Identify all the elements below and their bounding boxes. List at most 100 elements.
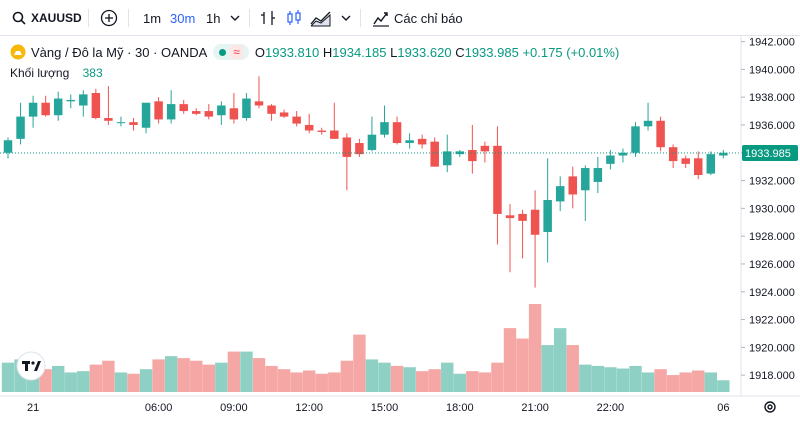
time-tick-label: 15:00 xyxy=(371,402,399,414)
volume-bar xyxy=(679,372,692,392)
last-price-badge xyxy=(742,144,798,161)
volume-bar xyxy=(403,367,416,392)
price-tick-label: 1932.000 xyxy=(749,176,795,188)
symbol-search[interactable]: XAUUSD xyxy=(12,0,82,36)
top-toolbar: XAUUSD 1m 30m 1h xyxy=(0,0,800,36)
time-axis[interactable]: 21 06:00 09:00 12:00 15:00 18:00 21:00 22:00 06 xyxy=(27,402,730,414)
volume-bar xyxy=(692,370,705,392)
market-status-pill[interactable]: ≈ xyxy=(213,44,249,60)
bar-style-button[interactable] xyxy=(260,0,276,36)
time-tick-label: 06:00 xyxy=(145,402,173,414)
volume-label[interactable]: Khối lượng xyxy=(10,66,70,80)
time-tick-label: 06 xyxy=(717,402,729,414)
candle-body xyxy=(493,145,502,214)
candle-body xyxy=(304,124,314,131)
volume-bar xyxy=(629,365,642,392)
candle-body xyxy=(116,122,126,124)
volume-bar xyxy=(139,369,153,392)
candle-body xyxy=(392,122,402,144)
candle-body xyxy=(66,99,75,102)
candle-body xyxy=(330,130,339,139)
volume-bars xyxy=(1,304,730,392)
volume-bar xyxy=(516,338,529,392)
volume-bar xyxy=(277,369,291,392)
candle-body xyxy=(606,155,615,164)
close-label: C xyxy=(455,44,465,60)
volume-bar xyxy=(616,368,630,392)
area-style-button[interactable] xyxy=(310,0,332,36)
market-open-dot xyxy=(219,48,227,56)
candle-body xyxy=(380,122,389,135)
chart-type-dropdown[interactable] xyxy=(341,0,351,36)
volume-bar xyxy=(152,359,165,392)
price-tick-label: 1924.000 xyxy=(749,287,795,299)
interval-dropdown[interactable] xyxy=(230,0,240,36)
low-value: 1933.620 xyxy=(397,44,452,60)
candle-body xyxy=(593,168,603,182)
volume-bar xyxy=(453,373,466,392)
candle-body xyxy=(355,143,364,155)
indicators-icon xyxy=(373,12,389,27)
interval-1m-label: 1m xyxy=(143,10,162,26)
last-price-text: 1933.985 xyxy=(745,148,791,160)
compare-add-button[interactable] xyxy=(100,0,118,36)
gold-symbol-icon[interactable] xyxy=(10,44,26,60)
volume-bar xyxy=(390,365,404,392)
chevron-down-icon xyxy=(230,15,240,21)
candle-body xyxy=(643,120,653,127)
volume-bar xyxy=(328,372,341,392)
candle-body xyxy=(668,147,678,162)
volume-bar xyxy=(503,328,517,392)
time-tick-label: 09:00 xyxy=(220,402,248,414)
price-tick-label: 1928.000 xyxy=(749,231,795,243)
interval-30m-label: 30m xyxy=(170,10,196,26)
volume-bar xyxy=(340,360,354,392)
interval-30m[interactable]: 30m xyxy=(170,0,195,36)
volume-bar xyxy=(378,362,391,392)
price-tick-label: 1936.000 xyxy=(749,120,795,132)
candle-body xyxy=(367,134,377,150)
candle-body xyxy=(16,116,25,139)
settings-gear-icon[interactable] xyxy=(764,401,776,413)
close-value: 1933.985 xyxy=(464,44,519,60)
candle-body xyxy=(79,94,88,106)
candle-body xyxy=(530,209,540,235)
volume-bar xyxy=(365,359,379,392)
volume-bar xyxy=(215,362,228,392)
candle-body xyxy=(204,111,214,117)
candle-body xyxy=(417,138,427,145)
time-tick-label: 21 xyxy=(27,402,39,414)
candle-body xyxy=(141,102,151,128)
candle-body xyxy=(104,118,113,121)
price-axis[interactable]: 1942.0001940.0001938.0001936.0001934.000… xyxy=(741,37,795,383)
indicators-button[interactable]: Các chỉ báo xyxy=(372,0,463,36)
candle-body xyxy=(342,137,352,157)
volume-value: 383 xyxy=(82,66,103,80)
volume-bar xyxy=(127,373,140,392)
candle-body xyxy=(543,200,552,232)
candle-body xyxy=(505,215,515,219)
volume-bar xyxy=(190,360,203,392)
interval-1h[interactable]: 1h xyxy=(206,0,220,36)
candle-style-button[interactable] xyxy=(286,0,302,36)
price-tick-label: 1938.000 xyxy=(749,92,795,104)
volume-bar xyxy=(227,351,241,392)
price-tick-label: 1926.000 xyxy=(749,259,795,271)
symbol-title[interactable]: Vàng / Đô la Mỹ · 30 · OANDA xyxy=(31,44,208,60)
high-value: 1934.185 xyxy=(332,44,387,60)
candle-body xyxy=(53,98,63,116)
volume-bar xyxy=(441,362,454,392)
volume-bar xyxy=(717,380,730,392)
candle-body xyxy=(91,92,101,119)
candle-body xyxy=(681,158,690,164)
tradingview-logo[interactable] xyxy=(16,351,46,381)
volume-bar xyxy=(102,360,115,392)
ohlc-bars-icon xyxy=(261,11,275,25)
interval-1m[interactable]: 1m xyxy=(143,0,161,36)
volume-bar xyxy=(654,369,667,392)
change-value: +0.175 (+0.01%) xyxy=(522,44,620,60)
candle-body xyxy=(292,116,301,124)
volume-bar xyxy=(591,365,605,392)
last-price-label: 1933.985 xyxy=(742,144,798,161)
